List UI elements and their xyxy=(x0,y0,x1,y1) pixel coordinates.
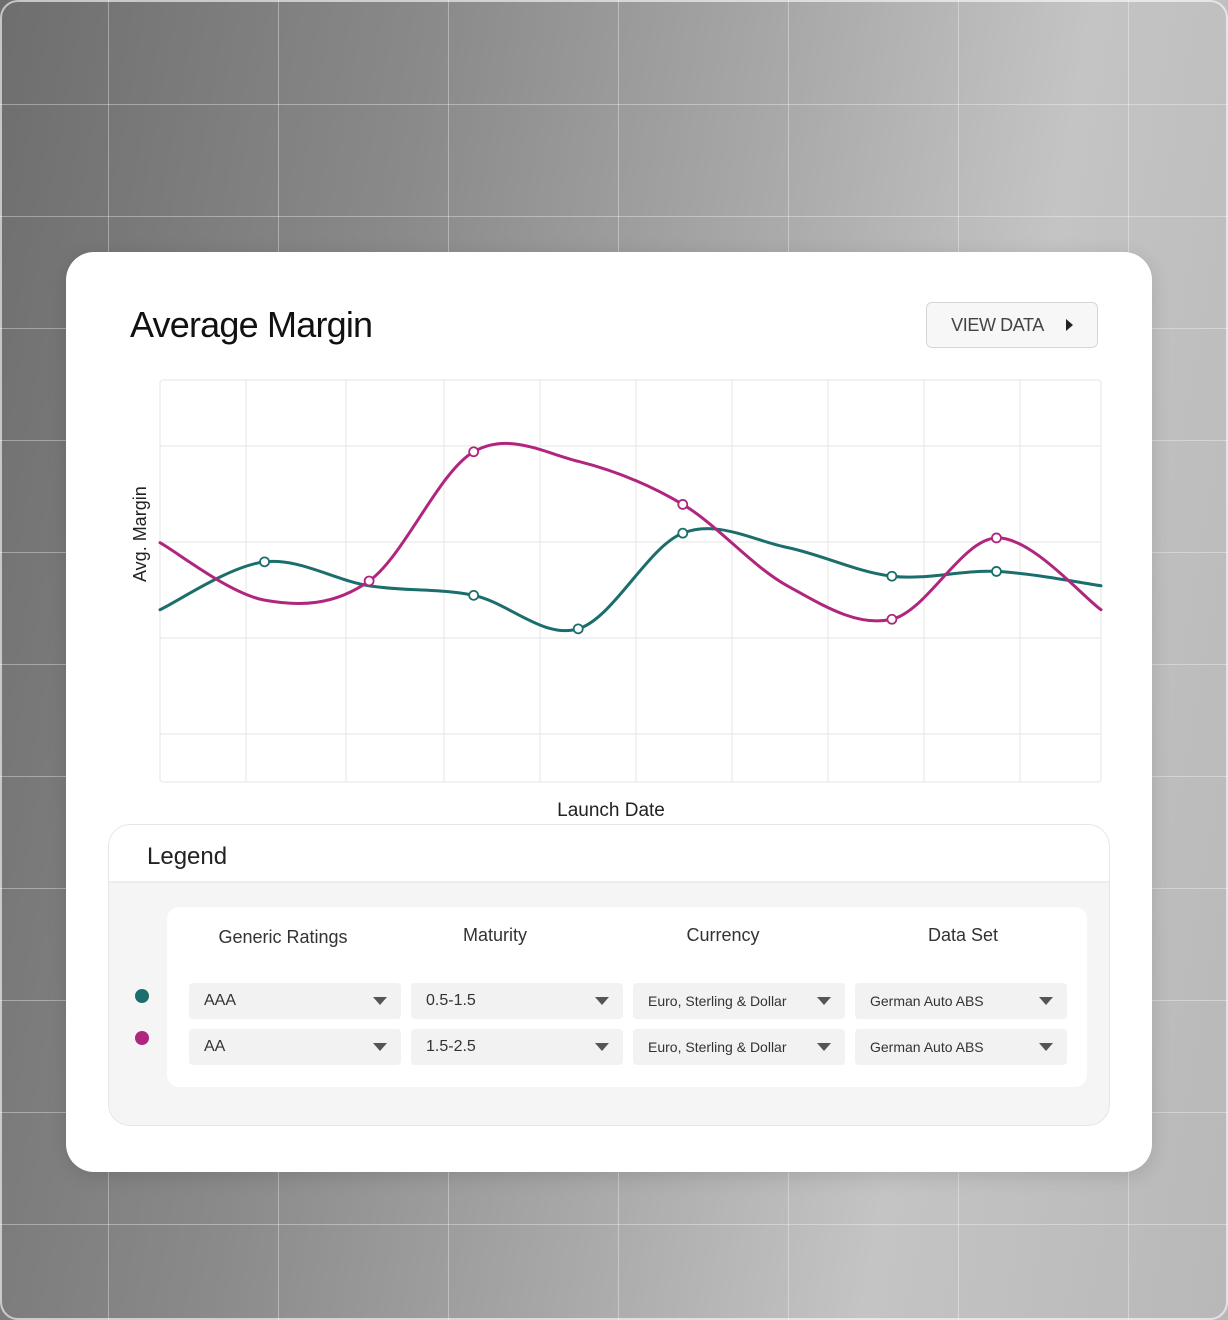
legend-filter-table: Generic Ratings Maturity Currency Data S… xyxy=(167,907,1087,1087)
currency-value: Euro, Sterling & Dollar xyxy=(648,993,787,1009)
chevron-down-icon xyxy=(1039,997,1053,1005)
rating-select-row-2[interactable]: AA xyxy=(189,1029,401,1065)
series-2-color-dot xyxy=(135,1031,149,1045)
chevron-down-icon xyxy=(595,1043,609,1051)
dataset-select-row-2[interactable]: German Auto ABS xyxy=(855,1029,1067,1065)
plot-border xyxy=(159,379,1102,783)
currency-select-row-2[interactable]: Euro, Sterling & Dollar xyxy=(633,1029,845,1065)
legend-panel: Legend Generic Ratings Maturity Currency… xyxy=(108,824,1110,1126)
chart-lines xyxy=(158,441,1103,633)
legend-header xyxy=(109,825,1109,883)
view-data-button[interactable]: VIEW DATA xyxy=(926,302,1098,348)
series-1-point xyxy=(572,623,584,635)
series-1-point xyxy=(468,589,480,601)
series-1-point xyxy=(886,570,898,582)
maturity-select-row-2[interactable]: 1.5-2.5 xyxy=(411,1029,623,1065)
maturity-select-row-1[interactable]: 0.5-1.5 xyxy=(411,983,623,1019)
chevron-down-icon xyxy=(373,997,387,1005)
series-2-point xyxy=(468,446,480,458)
series-1-point xyxy=(991,566,1002,577)
view-data-label: VIEW DATA xyxy=(951,314,1044,335)
series-2-point xyxy=(363,575,375,587)
chevron-down-icon xyxy=(595,997,609,1005)
series-2-point xyxy=(886,613,898,625)
currency-value: Euro, Sterling & Dollar xyxy=(648,1039,787,1055)
y-axis-label: Avg. Margin xyxy=(130,486,150,582)
dataset-value: German Auto ABS xyxy=(870,1039,984,1055)
chevron-down-icon xyxy=(817,1043,831,1051)
maturity-value: 0.5-1.5 xyxy=(426,992,476,1009)
chart-card: Average Margin VIEW DATA Avg. Margin Lau… xyxy=(66,252,1152,1172)
rating-select-row-1[interactable]: AAA xyxy=(189,983,401,1019)
legend-title: Legend xyxy=(147,843,228,870)
column-header-currency: Currency xyxy=(686,925,760,945)
column-header-maturity: Maturity xyxy=(462,925,527,945)
chevron-down-icon xyxy=(817,997,831,1005)
chevron-down-icon xyxy=(1039,1043,1053,1051)
rating-value: AA xyxy=(204,1038,226,1055)
rating-value: AAA xyxy=(204,992,237,1009)
series-1-point xyxy=(259,556,270,568)
series-1-point xyxy=(677,527,689,539)
play-arrow-icon xyxy=(1065,319,1073,331)
series-1-line xyxy=(158,527,1103,633)
series-2-point xyxy=(991,532,1002,544)
column-header-generic-ratings: Generic Ratings xyxy=(218,927,348,947)
page-title: Average Margin xyxy=(130,304,373,345)
maturity-value: 1.5-2.5 xyxy=(426,1038,476,1055)
chevron-down-icon xyxy=(373,1043,387,1051)
series-1-color-dot xyxy=(135,989,149,1003)
line-chart xyxy=(158,379,1103,783)
x-axis-label: Launch Date xyxy=(557,800,665,821)
currency-select-row-1[interactable]: Euro, Sterling & Dollar xyxy=(633,983,845,1019)
chart-markers xyxy=(259,446,1002,635)
dataset-value: German Auto ABS xyxy=(870,993,984,1009)
column-header-data-set: Data Set xyxy=(927,925,999,945)
series-2-line xyxy=(158,441,1103,623)
series-2-point xyxy=(677,499,689,510)
dataset-select-row-1[interactable]: German Auto ABS xyxy=(855,983,1067,1019)
